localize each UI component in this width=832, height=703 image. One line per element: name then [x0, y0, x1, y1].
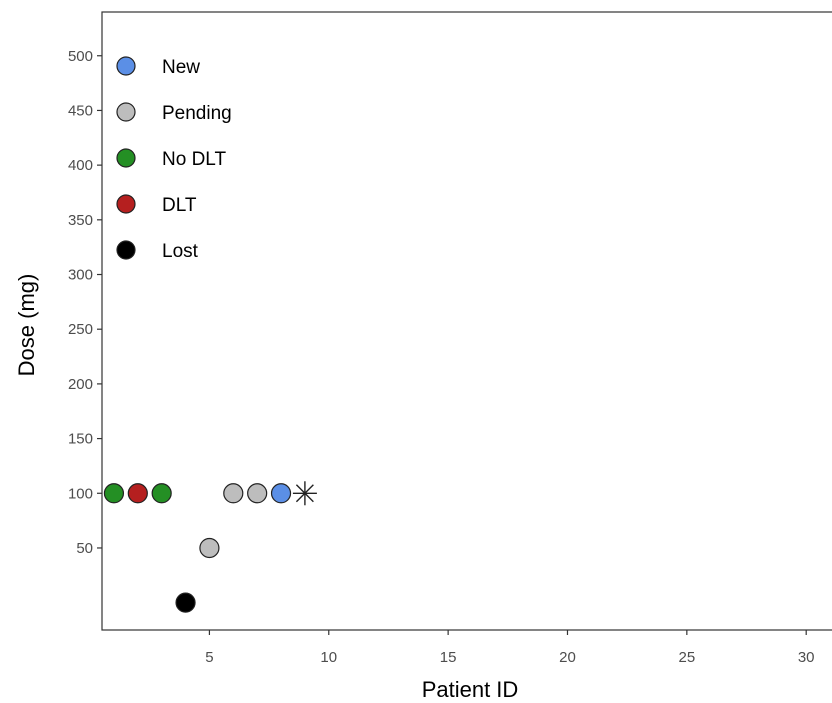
legend-label: New	[162, 57, 200, 78]
legend-swatch	[116, 194, 136, 214]
y-tick-label: 250	[68, 321, 93, 338]
y-tick-label: 300	[68, 267, 93, 284]
legend-swatch	[116, 56, 136, 76]
legend-swatch	[116, 240, 136, 260]
legend-label: Lost	[162, 241, 199, 262]
x-tick-label: 30	[798, 649, 815, 666]
x-axis-ticks: 5 10 15 20 25 30	[205, 630, 815, 666]
plot-frame	[101, 11, 832, 631]
next-dose-asterisk-marker	[292, 481, 317, 506]
y-axis-ticks: 50 100 150 200 250 300 350 400 450 500	[68, 48, 102, 557]
legend-label: Pending	[162, 103, 232, 124]
data-point	[270, 483, 292, 504]
y-tick-label: 200	[68, 376, 93, 393]
data-point	[247, 483, 268, 504]
y-tick-label: 100	[68, 485, 93, 502]
data-point	[151, 483, 172, 504]
legend: New Pending No DLT DLT Lost	[116, 56, 232, 262]
data-point	[175, 592, 196, 613]
x-tick-label: 10	[320, 649, 337, 666]
data-point	[127, 483, 148, 504]
legend-label: No DLT	[162, 149, 226, 170]
x-axis-title: Patient ID	[422, 677, 519, 702]
y-tick-label: 450	[68, 102, 93, 119]
y-tick-label: 50	[76, 540, 93, 557]
data-points	[103, 481, 317, 613]
y-tick-label: 150	[68, 431, 93, 448]
legend-swatch	[116, 148, 136, 168]
x-tick-label: 25	[678, 649, 695, 666]
legend-label: DLT	[162, 195, 197, 216]
y-axis-title: Dose (mg)	[14, 274, 39, 377]
data-point	[223, 483, 244, 504]
legend-swatch	[116, 102, 136, 122]
y-tick-label: 400	[68, 157, 93, 174]
data-point	[103, 483, 125, 504]
x-tick-label: 20	[559, 649, 576, 666]
x-tick-label: 5	[205, 649, 213, 666]
data-point	[199, 537, 220, 559]
y-tick-label: 500	[68, 48, 93, 65]
x-tick-label: 15	[440, 649, 457, 666]
y-tick-label: 350	[68, 212, 93, 229]
